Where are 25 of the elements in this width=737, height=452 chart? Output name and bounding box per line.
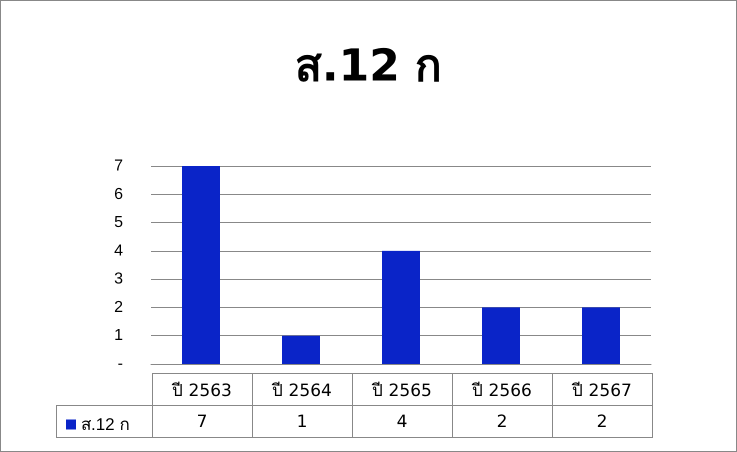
data-label: 1 (252, 406, 352, 438)
y-tick-label: 6 (114, 186, 124, 203)
x-tick-label: ปี 2564 (252, 374, 352, 406)
bar (582, 307, 620, 364)
y-tick-label: 2 (114, 298, 124, 316)
bar (482, 307, 520, 364)
legend-label: ส.12 ก (81, 415, 130, 434)
data-label: 2 (452, 406, 552, 438)
y-tick-label: 5 (114, 214, 124, 232)
x-tick-label: ปี 2565 (352, 374, 452, 406)
x-tick-label: ปี 2563 (152, 374, 252, 406)
y-tick-label: 7 (114, 158, 124, 174)
chart-title: ส.12 ก (294, 40, 442, 92)
data-label: 7 (152, 406, 252, 438)
y-tick-label: 4 (114, 242, 124, 260)
data-label: 2 (552, 406, 652, 438)
y-tick-label: 3 (114, 270, 124, 288)
bar (282, 336, 320, 364)
bar (182, 166, 220, 364)
data-label: 4 (352, 406, 452, 438)
bar (382, 250, 420, 364)
y-tick-label: 1 (114, 327, 124, 344)
x-tick-label: ปี 2566 (452, 374, 552, 406)
x-tick-label: ปี 2567 (552, 374, 652, 406)
y-tick-label: - (118, 356, 123, 372)
